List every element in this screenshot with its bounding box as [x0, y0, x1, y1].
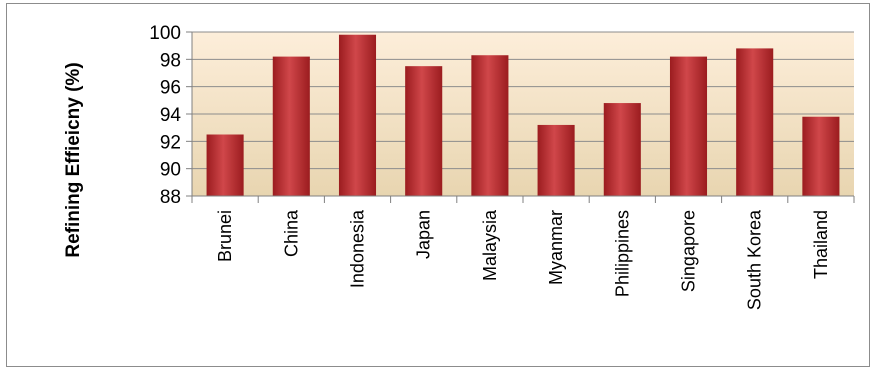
x-tick-label: Indonesia	[348, 209, 368, 288]
y-axis-title: Refining Effieicny (%)	[63, 62, 84, 257]
bar-japan	[405, 66, 443, 197]
y-tick-label: 88	[160, 187, 181, 208]
bar-brunei	[206, 134, 244, 196]
bar-china	[272, 56, 310, 196]
x-tick-label: Singapore	[679, 210, 699, 292]
x-tick-labels: Brunei China Indonesia Japan Malaysia Myanmar…	[215, 209, 831, 310]
x-tick-label: Brunei	[215, 210, 235, 262]
x-tick-label: Japan	[414, 210, 434, 259]
bar-malaysia	[471, 55, 509, 196]
bar-philippines	[603, 103, 641, 196]
x-tick-label: South Korea	[745, 209, 765, 310]
bar-thailand	[802, 116, 840, 196]
x-tick-label: Philippines	[612, 210, 632, 297]
bar-indonesia	[338, 34, 377, 196]
x-tick-label: China	[281, 209, 301, 257]
y-tick-label: 100	[149, 23, 181, 44]
bar-singapore	[669, 56, 708, 196]
axes	[186, 31, 855, 203]
bar-myanmar	[537, 124, 575, 196]
y-tick-label: 90	[160, 160, 181, 181]
x-tick-label: Thailand	[811, 210, 831, 279]
y-tick-label: 98	[160, 50, 181, 71]
bars	[206, 34, 840, 197]
y-tick-label: 96	[160, 78, 181, 99]
y-tick-labels: 88 90 92 94 96 98 100	[149, 23, 181, 208]
x-tick-label: Malaysia	[480, 209, 500, 281]
x-tick-label: Myanmar	[546, 210, 566, 285]
y-tick-label: 92	[160, 132, 181, 153]
bar-south-korea	[736, 48, 774, 197]
y-tick-label: 94	[160, 105, 182, 126]
